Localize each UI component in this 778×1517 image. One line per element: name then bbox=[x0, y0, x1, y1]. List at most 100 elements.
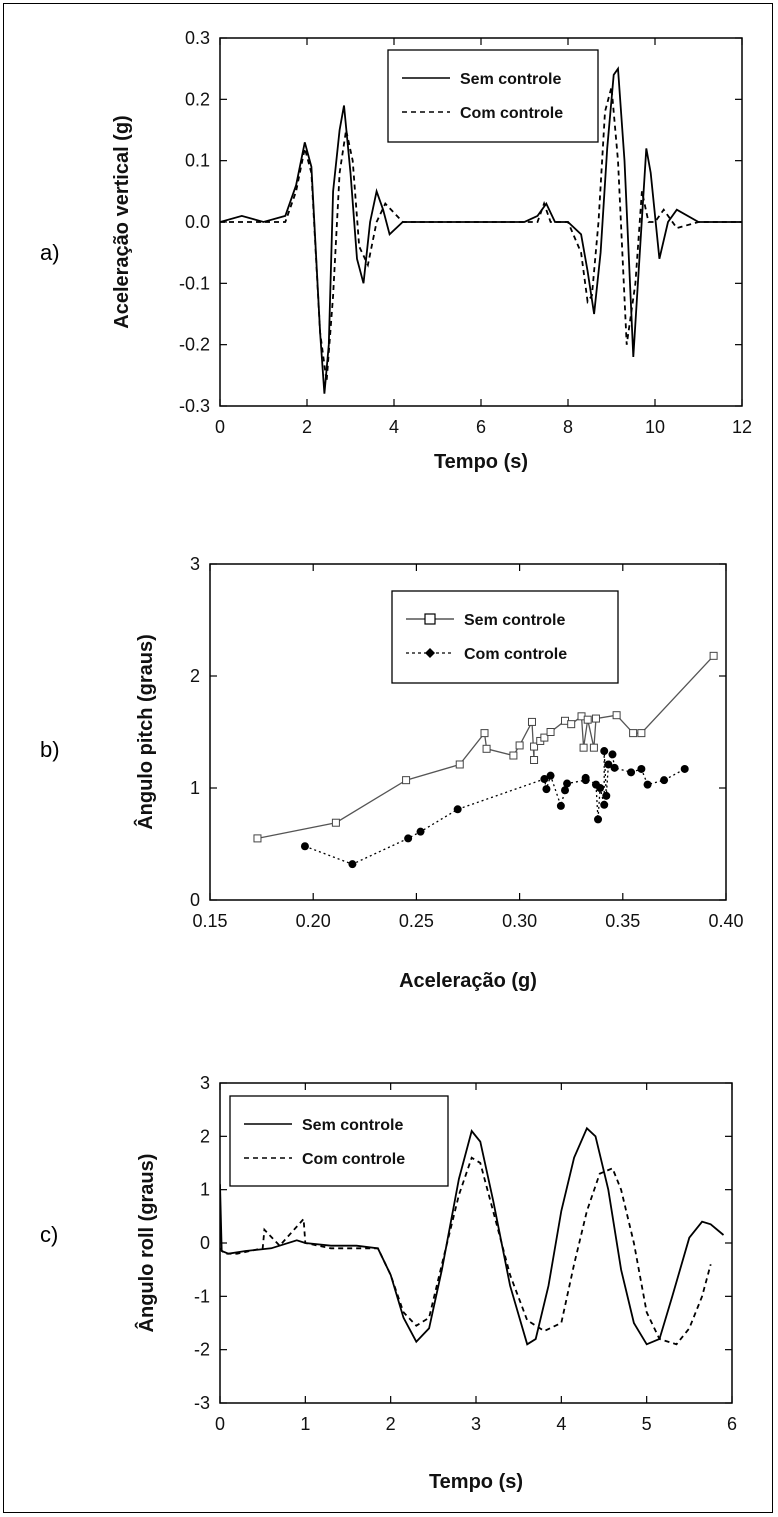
data-point-sem-controle bbox=[583, 715, 592, 724]
data-point-com-controle bbox=[542, 785, 551, 794]
x-tick-label: 1 bbox=[300, 1414, 310, 1434]
y-tick-label: 3 bbox=[190, 554, 200, 574]
y-tick-label: 0.0 bbox=[185, 212, 210, 232]
y-axis-title: Ângulo pitch (graus) bbox=[133, 634, 157, 830]
y-tick-label: 0.3 bbox=[185, 28, 210, 48]
data-point-sem-controle bbox=[455, 760, 464, 769]
data-point-com-controle bbox=[600, 747, 609, 756]
data-point-com-controle bbox=[348, 860, 357, 869]
data-point-sem-controle bbox=[480, 729, 489, 738]
legend-box bbox=[387, 49, 599, 143]
x-tick-label: 2 bbox=[302, 417, 312, 437]
y-tick-label: -1 bbox=[194, 1286, 210, 1306]
legend-label-sem-controle: Sem controle bbox=[460, 71, 561, 88]
x-tick-label: 0.35 bbox=[605, 911, 640, 931]
data-point-com-controle bbox=[416, 827, 425, 836]
y-tick-label: 1 bbox=[190, 778, 200, 798]
data-point-sem-controle bbox=[591, 714, 600, 723]
data-point-sem-controle bbox=[402, 776, 411, 785]
legend-marker-sem-controle bbox=[424, 613, 436, 625]
data-point-com-controle bbox=[594, 815, 603, 824]
y-tick-label: 0.1 bbox=[185, 151, 210, 171]
x-axis-title: Tempo (s) bbox=[429, 1471, 523, 1493]
data-point-sem-controle bbox=[530, 756, 539, 764]
legend-marker-com-controle bbox=[425, 648, 435, 658]
panel-label-a: a) bbox=[40, 240, 60, 265]
x-tick-label: 4 bbox=[556, 1414, 566, 1434]
data-point-sem-controle bbox=[567, 720, 576, 729]
data-point-sem-controle bbox=[589, 743, 598, 752]
data-point-sem-controle bbox=[515, 741, 524, 750]
panel-label-c: c) bbox=[40, 1222, 59, 1247]
data-point-com-controle bbox=[581, 773, 590, 782]
x-tick-label: 2 bbox=[386, 1414, 396, 1434]
data-point-sem-controle bbox=[612, 711, 621, 720]
data-point-com-controle bbox=[680, 764, 689, 773]
x-axis-title: Tempo (s) bbox=[434, 451, 528, 473]
data-point-sem-controle bbox=[637, 729, 646, 738]
y-tick-label: 1 bbox=[200, 1180, 210, 1200]
data-point-sem-controle bbox=[629, 729, 638, 738]
data-point-com-controle bbox=[404, 834, 413, 843]
data-point-com-controle bbox=[563, 779, 572, 788]
y-tick-label: -0.1 bbox=[179, 273, 210, 293]
data-point-sem-controle bbox=[546, 728, 555, 736]
x-tick-label: 0.20 bbox=[296, 911, 331, 931]
data-point-com-controle bbox=[660, 776, 669, 785]
legend-box bbox=[391, 590, 619, 684]
y-tick-label: 2 bbox=[190, 666, 200, 686]
series-line-com-controle bbox=[220, 86, 742, 382]
x-tick-label: 0 bbox=[215, 417, 225, 437]
x-tick-label: 0.30 bbox=[502, 911, 537, 931]
data-point-sem-controle bbox=[509, 751, 518, 760]
data-point-com-controle bbox=[453, 805, 462, 814]
y-tick-label: 0.2 bbox=[185, 89, 210, 109]
plot-area bbox=[209, 563, 727, 901]
legend-label-com-controle: Com controle bbox=[460, 105, 563, 122]
data-point-sem-controle bbox=[253, 834, 262, 843]
y-tick-label: -3 bbox=[194, 1393, 210, 1413]
data-point-com-controle bbox=[637, 764, 646, 773]
legend-box bbox=[229, 1095, 449, 1187]
data-point-com-controle bbox=[610, 763, 619, 772]
x-tick-label: 4 bbox=[389, 417, 399, 437]
y-tick-label: -0.3 bbox=[179, 396, 210, 416]
x-tick-label: 0 bbox=[215, 1414, 225, 1434]
data-point-com-controle bbox=[300, 842, 309, 851]
x-axis-title: Aceleração (g) bbox=[399, 970, 537, 992]
y-axis-title: Aceleração vertical (g) bbox=[111, 115, 133, 328]
panel-label-b: b) bbox=[40, 737, 60, 762]
data-point-com-controle bbox=[546, 771, 555, 780]
data-point-com-controle bbox=[627, 768, 636, 777]
data-point-com-controle bbox=[643, 780, 652, 789]
x-tick-label: 0.15 bbox=[192, 911, 227, 931]
data-point-com-controle bbox=[540, 775, 549, 784]
legend-label-com-controle: Com controle bbox=[302, 1151, 405, 1168]
data-point-com-controle bbox=[556, 801, 565, 810]
data-point-sem-controle bbox=[540, 733, 549, 742]
chart-roll-angle: 0 1 2 3 4 5 6 -3 -2 -1 0 1 2 3 Tempo (s) Ângulo roll (g… bbox=[134, 1073, 737, 1493]
x-tick-label: 3 bbox=[471, 1414, 481, 1434]
data-point-sem-controle bbox=[527, 717, 536, 726]
data-point-com-controle bbox=[596, 784, 605, 792]
x-tick-label: 6 bbox=[727, 1414, 737, 1434]
x-tick-label: 0.40 bbox=[708, 911, 743, 931]
y-axis-title: Ângulo roll (graus) bbox=[134, 1154, 158, 1333]
figure-frame bbox=[3, 3, 773, 1513]
data-point-com-controle bbox=[602, 791, 611, 800]
y-tick-label: 2 bbox=[200, 1126, 210, 1146]
x-tick-label: 5 bbox=[642, 1414, 652, 1434]
series-line-com-controle bbox=[304, 750, 686, 865]
data-point-sem-controle bbox=[709, 651, 718, 660]
y-tick-label: -0.2 bbox=[179, 335, 210, 355]
chart-pitch-angle: 0.15 0.20 0.25 0.30 0.35 0.40 0 1 2 3 Aceleração (… bbox=[133, 554, 744, 992]
data-point-sem-controle bbox=[530, 742, 539, 751]
x-tick-label: 10 bbox=[645, 417, 665, 437]
data-point-sem-controle bbox=[579, 743, 588, 752]
legend-label-com-controle: Com controle bbox=[464, 646, 567, 663]
x-tick-label: 12 bbox=[732, 417, 752, 437]
y-tick-label: 0 bbox=[200, 1233, 210, 1253]
legend-label-sem-controle: Sem controle bbox=[464, 612, 565, 629]
data-point-com-controle bbox=[600, 800, 609, 809]
y-tick-label: 0 bbox=[190, 890, 200, 910]
